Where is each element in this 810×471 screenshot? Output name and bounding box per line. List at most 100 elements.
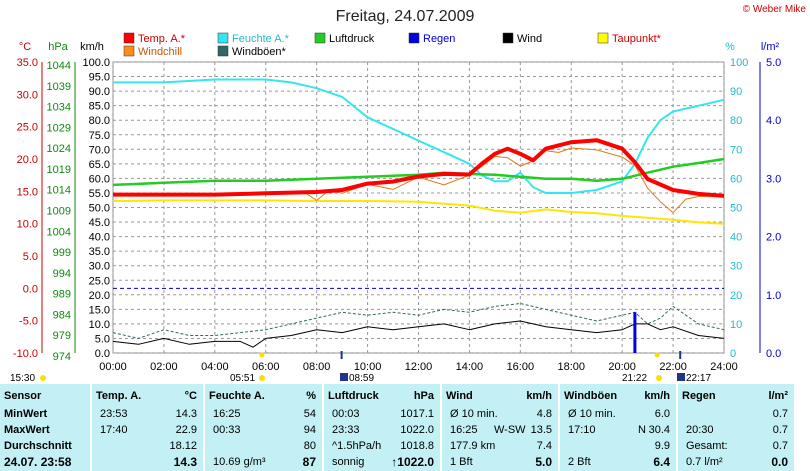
legend-swatch	[123, 45, 135, 57]
pressure-tick-label: 994	[53, 268, 71, 280]
speed-tick-label: 90.0	[89, 86, 110, 98]
speed-tick-label: 100.0	[82, 57, 110, 69]
pct-tick-label: 10	[730, 319, 742, 331]
chart-title: Freitag, 24.07.2009	[336, 8, 475, 25]
speed-tick-label: 85.0	[89, 101, 110, 113]
legend-swatch	[217, 32, 229, 44]
time-tick-label: 08:00	[303, 361, 331, 373]
sunrise-label: 05:51	[230, 373, 255, 384]
speed-tick-label: 45.0	[89, 217, 110, 229]
pct-tick-label: 70	[730, 144, 742, 156]
rain-tick-label: 3.0	[766, 173, 781, 185]
speed-tick-label: 50.0	[89, 203, 110, 215]
rain-tick-label: 2.0	[766, 232, 781, 244]
rain-axis-unit: l/m²	[761, 41, 780, 53]
pressure-tick-label: 1009	[47, 206, 71, 218]
speed-tick-label: 0.0	[95, 348, 110, 360]
series-line-taupunkt	[112, 199, 725, 225]
time-tick-label: 00:00	[99, 361, 127, 373]
legend-label: Windchill	[138, 46, 182, 58]
legend-label: Wind	[517, 33, 542, 45]
series-line-temp-a	[113, 138, 725, 198]
pct-axis-unit: %	[725, 41, 735, 53]
pressure-tick-label: 1044	[47, 60, 71, 72]
sun-event-label: 15:30	[10, 373, 35, 384]
series-line-luftdruck	[112, 157, 725, 187]
time-tick-label: 18:00	[557, 361, 585, 373]
pressure-tick-label: 979	[53, 330, 71, 342]
temp-tick-label: 20.0	[17, 154, 38, 166]
series-line-windb-en	[112, 303, 725, 339]
legend-swatch	[314, 32, 326, 44]
legend-label: Luftdruck	[329, 33, 375, 45]
speed-tick-label: 30.0	[89, 261, 110, 273]
speed-tick-label: 35.0	[89, 246, 110, 258]
temp-tick-label: 35.0	[17, 57, 38, 69]
speed-tick-label: 55.0	[89, 188, 110, 200]
speed-tick-label: 20.0	[89, 290, 110, 302]
temp-tick-label: -10.0	[13, 348, 38, 360]
sunset-label: 21:22	[622, 373, 647, 384]
time-tick-label: 02:00	[150, 361, 178, 373]
speed-tick-label: 60.0	[89, 173, 110, 185]
sunrise-axis-marker	[259, 352, 265, 358]
speed-axis-unit: km/h	[80, 41, 104, 53]
time-tick-label: 14:00	[456, 361, 484, 373]
pressure-tick-label: 1039	[47, 81, 71, 93]
pct-tick-label: 40	[730, 232, 742, 244]
pct-tick-label: 80	[730, 115, 742, 127]
row-label: MinWert	[4, 408, 48, 420]
sunset-icon	[656, 375, 662, 381]
legend-label: Feuchte A.*	[232, 33, 290, 45]
legend-label: Regen	[423, 33, 455, 45]
speed-tick-label: 5.0	[95, 333, 110, 345]
rain-tick-label: 0.0	[766, 348, 781, 360]
sunset-axis-marker	[654, 352, 660, 358]
pressure-tick-label: 1019	[47, 164, 71, 176]
moonset-label: 22:17	[686, 373, 711, 384]
speed-tick-label: 95.0	[89, 72, 110, 84]
pct-tick-label: 90	[730, 86, 742, 98]
speed-tick-label: 75.0	[89, 130, 110, 142]
pct-tick-label: 20	[730, 290, 742, 302]
temp-tick-label: 30.0	[17, 89, 38, 101]
time-tick-label: 04:00	[201, 361, 229, 373]
time-tick-label: 16:00	[507, 361, 535, 373]
time-tick-label: 24:00	[710, 361, 738, 373]
pct-tick-label: 60	[730, 173, 742, 185]
gust-column: Windböen km/h Ø 10 min. 6.0 17:10 N 30.4 9.9…	[560, 384, 676, 471]
sun-icon	[40, 375, 46, 381]
series-line-wind	[112, 320, 725, 348]
time-tick-label: 22:00	[659, 361, 687, 373]
time-tick-label: 06:00	[252, 361, 280, 373]
temp-tick-label: -5.0	[19, 316, 38, 328]
row-label: 24.07. 23:58	[4, 455, 72, 469]
pressure-tick-label: 989	[53, 289, 71, 301]
statistics-table: Sensor MinWert MaxWert Durchschnitt 24.0…	[0, 384, 810, 471]
rain-tick-label: 1.0	[766, 290, 781, 302]
time-tick-label: 12:00	[405, 361, 433, 373]
speed-tick-label: 65.0	[89, 159, 110, 171]
rain-column: Regen l/m² 0.7 20:30 0.7 Gesamt: 0.7 0.7 l/…	[678, 384, 794, 471]
legend-label: Windböen*	[232, 46, 287, 58]
time-tick-label: 10:00	[354, 361, 382, 373]
pressure-tick-label: 984	[53, 309, 71, 321]
legend-swatch	[123, 32, 135, 44]
copyright-label: © Weber Mike	[743, 4, 807, 15]
rain-bar	[633, 312, 637, 353]
moonset-icon	[677, 373, 685, 381]
speed-tick-label: 10.0	[89, 319, 110, 331]
pressure-tick-label: 974	[53, 351, 71, 363]
pct-tick-label: 0	[730, 348, 736, 360]
pressure-tick-label: 1014	[47, 185, 71, 197]
pressure-tick-label: 1024	[47, 143, 71, 155]
sensor-column: Sensor MinWert MaxWert Durchschnitt 24.0…	[0, 384, 90, 471]
speed-tick-label: 25.0	[89, 275, 110, 287]
wind-column: Wind km/h Ø 10 min. 4.8 16:25 W-SW 13.5 177.…	[442, 384, 558, 471]
pressure-tick-label: 1029	[47, 122, 71, 134]
pct-tick-label: 100	[730, 57, 748, 69]
legend-swatch	[502, 32, 514, 44]
legend-swatch	[597, 32, 609, 44]
pct-tick-label: 50	[730, 203, 742, 215]
humidity-column: Feuchte A.% 16:25 54 00:33 94 80 10.69 g/m…	[205, 384, 322, 471]
